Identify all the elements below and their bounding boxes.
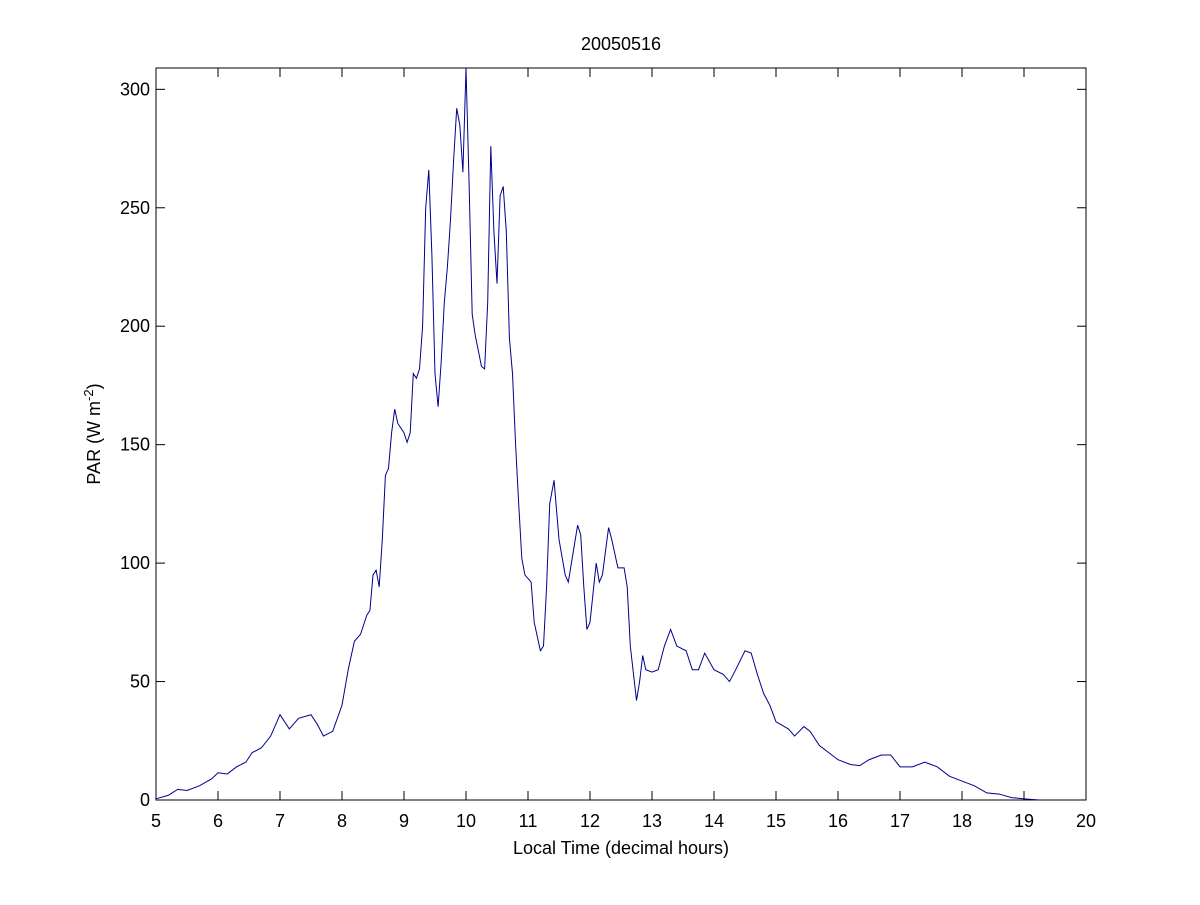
x-tick-label: 17 (890, 811, 910, 831)
y-tick-label: 300 (120, 79, 150, 99)
x-tick-label: 5 (151, 811, 161, 831)
x-tick-label: 12 (580, 811, 600, 831)
y-tick-label: 50 (130, 672, 150, 692)
x-tick-label: 15 (766, 811, 786, 831)
x-axis-label: Local Time (decimal hours) (513, 838, 729, 858)
y-axis-label-text: PAR (W m (84, 401, 104, 485)
x-tick-label: 11 (519, 811, 538, 831)
x-tick-label: 6 (213, 811, 223, 831)
y-tick-label: 250 (120, 198, 150, 218)
y-tick-label: 0 (140, 790, 150, 810)
x-tick-label: 8 (337, 811, 347, 831)
x-tick-label: 20 (1076, 811, 1096, 831)
x-tick-label: 14 (704, 811, 724, 831)
y-tick-label: 150 (120, 435, 150, 455)
x-tick-label: 18 (952, 811, 972, 831)
data-line (155, 67, 1040, 801)
x-tick-label: 10 (456, 811, 476, 831)
plot-area (155, 67, 1087, 801)
x-tick-label: 13 (642, 811, 662, 831)
x-tick-label: 16 (828, 811, 848, 831)
y-axis-label-superscript: -2 (81, 389, 96, 401)
x-tick-label: 7 (275, 811, 285, 831)
x-tick-label: 19 (1014, 811, 1034, 831)
y-tick-label: 100 (120, 553, 150, 573)
y-axis-label: PAR (W m-2) (81, 383, 104, 484)
chart-title: 20050516 (581, 34, 661, 54)
y-tick-label: 200 (120, 316, 150, 336)
y-axis-label-suffix: ) (84, 383, 104, 389)
x-tick-label: 9 (399, 811, 409, 831)
